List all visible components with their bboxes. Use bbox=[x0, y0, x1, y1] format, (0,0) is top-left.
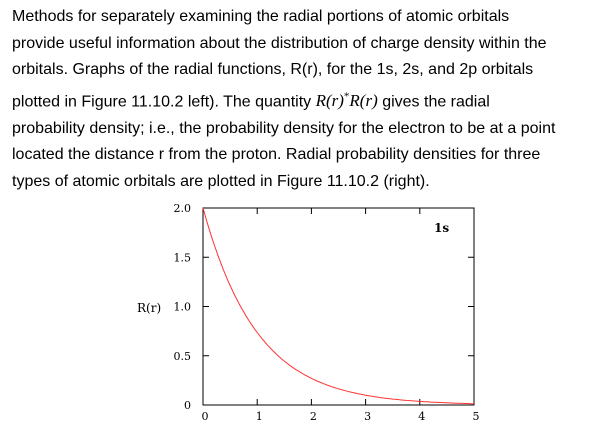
line-4-text-end: gives the radial bbox=[377, 93, 490, 111]
x-tick-label: 1 bbox=[256, 410, 263, 423]
x-tick-label: 4 bbox=[418, 410, 425, 423]
y-tick-label: 0 bbox=[184, 399, 191, 412]
x-tick-label: 0 bbox=[202, 410, 209, 423]
paragraph-line-4: plotted in Figure 11.10.2 left). The qua… bbox=[12, 84, 612, 116]
math-expression: R(r)*R(r) bbox=[315, 90, 378, 111]
y-tick-label: 0.5 bbox=[174, 350, 192, 363]
radial-function-chart: 0 0.5 1.0 1.5 2.0 0 1 2 3 4 5 1s R(r) bbox=[137, 202, 480, 423]
legend-1s-label: 1s bbox=[434, 221, 449, 235]
math-r-of-r-2: R(r) bbox=[349, 91, 378, 111]
math-r-of-r-1: R(r) bbox=[315, 91, 344, 111]
y-tick-labels: 0 0.5 1.0 1.5 2.0 bbox=[174, 202, 192, 412]
paragraph-line-7: types of atomic orbitals are plotted in … bbox=[12, 172, 430, 190]
x-tick-labels: 0 1 2 3 4 5 bbox=[202, 410, 480, 423]
tick-marks bbox=[202, 207, 475, 406]
x-tick-label: 5 bbox=[473, 410, 480, 423]
y-tick-label: 1.0 bbox=[174, 301, 192, 314]
math-conjugate-star: * bbox=[343, 90, 350, 103]
series-1s-line bbox=[202, 207, 474, 405]
y-tick-label: 2.0 bbox=[174, 202, 192, 215]
paragraph-line-6: located the distance r from the proton. … bbox=[12, 146, 541, 164]
x-tick-label: 2 bbox=[310, 410, 317, 423]
y-tick-label: 1.5 bbox=[174, 251, 192, 264]
paragraph-line-5: probability density; i.e., the probabili… bbox=[12, 119, 556, 137]
radial-function-figure: 0 0.5 1.0 1.5 2.0 0 1 2 3 4 5 1s R(r) bbox=[0, 196, 616, 436]
x-tick-label: 3 bbox=[364, 410, 371, 423]
plot-frame bbox=[202, 207, 475, 406]
body-paragraph: Methods for separately examining the rad… bbox=[12, 4, 612, 195]
paragraph-line-3: orbitals. Graphs of the radial functions… bbox=[12, 61, 534, 78]
paragraph-line-2: provide useful information about the dis… bbox=[12, 34, 547, 52]
line-4-text-start: plotted in Figure 11.10.2 left). The qua… bbox=[12, 93, 316, 111]
y-axis-label: R(r) bbox=[137, 301, 161, 315]
paragraph-line-1: Methods for separately examining the rad… bbox=[12, 8, 510, 25]
